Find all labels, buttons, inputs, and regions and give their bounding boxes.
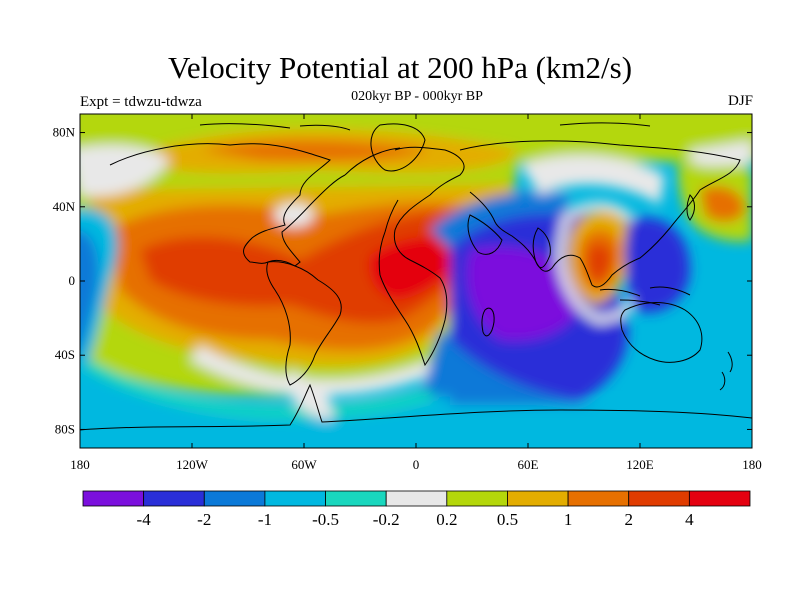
lat-tick-label: 0	[69, 273, 76, 288]
lon-tick-label: 60E	[518, 457, 539, 472]
colorbar-label: 2	[624, 510, 633, 529]
longitude-axis: 180 120W 60W 0 60E 120E 180	[70, 114, 762, 472]
colorbar-swatch	[325, 490, 387, 507]
coastlines	[80, 122, 752, 431]
lon-tick-label: 120E	[626, 457, 654, 472]
colorbar-label: 0.2	[436, 510, 457, 529]
colorbar-swatch	[688, 490, 751, 507]
lat-tick-label: 40N	[53, 199, 76, 214]
colorbar-swatch	[507, 490, 569, 507]
plot-subtitle: 020kyr BP - 000kyr BP	[351, 89, 483, 104]
colorbar-label: 1	[564, 510, 573, 529]
colorbar-label: -1	[258, 510, 272, 529]
colorbar-swatch	[82, 490, 145, 507]
velocity-potential-field	[80, 114, 752, 448]
season-label: DJF	[727, 93, 753, 109]
plot-title: Velocity Potential at 200 hPa (km2/s)	[167, 50, 633, 85]
lon-tick-label: 180	[742, 457, 762, 472]
lat-tick-label: 80S	[55, 421, 75, 436]
lon-tick-label: 120W	[176, 457, 209, 472]
colorbar-label: 4	[685, 510, 694, 529]
lat-tick-label: 80N	[53, 125, 76, 140]
colorbar-label: -0.2	[373, 510, 400, 529]
lat-tick-label: 40S	[55, 347, 75, 362]
experiment-label: Expt = tdwzu-tdwza	[80, 94, 202, 110]
latitude-axis: 80N 40N 0 40S 80S	[53, 125, 752, 436]
lon-tick-label: 60W	[291, 457, 317, 472]
colorbar: -4 -2 -1 -0.5 -0.2 0.2 0.5 1 2 4	[82, 490, 751, 529]
colorbar-swatch	[567, 490, 630, 507]
lon-tick-label: 180	[70, 457, 90, 472]
colorbar-swatch	[628, 490, 690, 507]
colorbar-swatch	[385, 490, 448, 507]
colorbar-label: -4	[137, 510, 152, 529]
colorbar-label: -2	[197, 510, 211, 529]
colorbar-label: -0.5	[312, 510, 339, 529]
colorbar-label: 0.5	[497, 510, 518, 529]
colorbar-swatch	[446, 490, 508, 507]
colorbar-swatch	[203, 490, 266, 507]
lon-tick-label: 0	[413, 457, 420, 472]
colorbar-swatch	[264, 490, 326, 507]
colorbar-swatch	[143, 490, 205, 507]
